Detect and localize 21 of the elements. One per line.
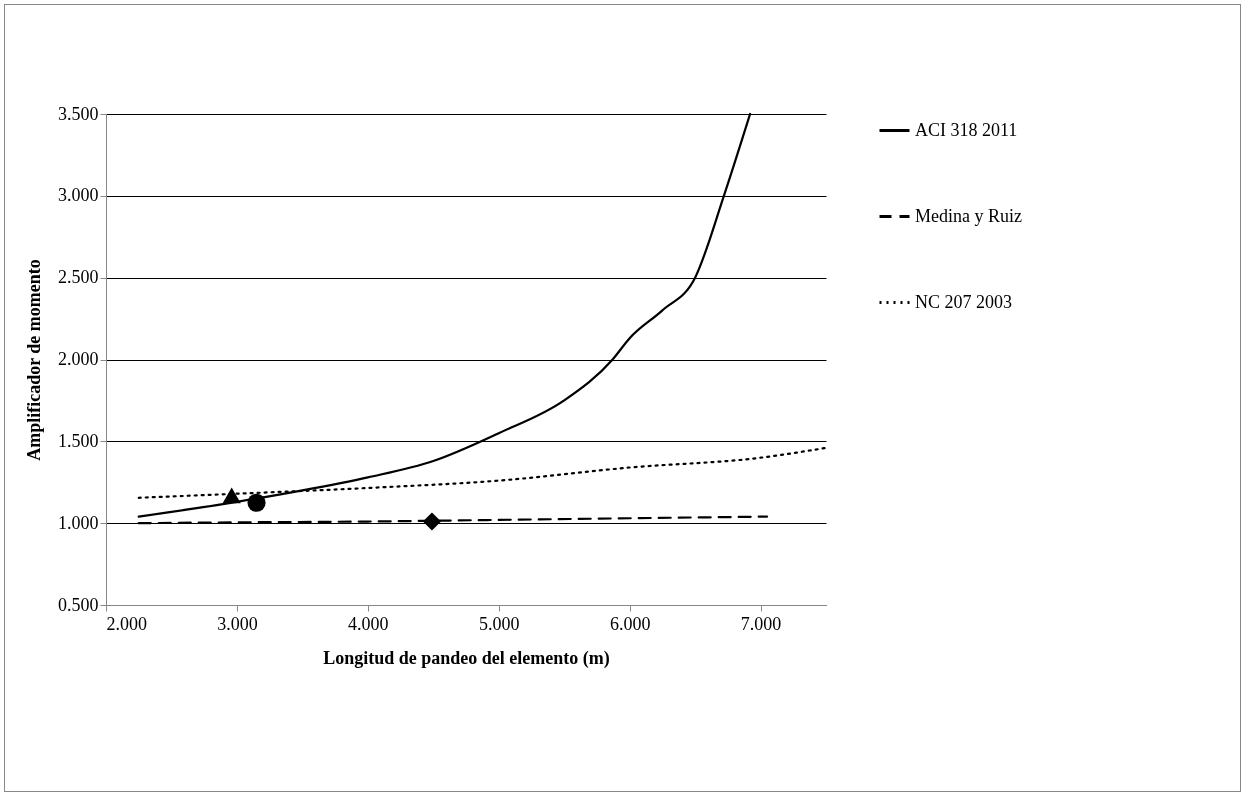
x-tick-label: 6.000	[609, 613, 651, 634]
legend-label: NC 207 2003	[915, 291, 1013, 312]
y-tick-label: 2.500	[58, 267, 99, 288]
y-tick-label: 1.000	[58, 512, 99, 533]
point	[422, 512, 442, 531]
x-tick-label: 7.000	[740, 613, 782, 634]
x-tick-label: 5.000	[478, 613, 520, 634]
legend-label: Medina y Ruiz	[915, 205, 1022, 226]
x-axis-title: Longitud de pandeo del elemento (m)	[323, 647, 610, 669]
x-tick-label: 3.000	[217, 613, 258, 634]
y-tick-label: 3.500	[58, 103, 99, 124]
y-tick-label: 0.500	[58, 594, 99, 615]
x-tick-label: 2.000	[106, 613, 147, 634]
point	[247, 493, 266, 512]
legend-label: ACI 318 2011	[915, 119, 1018, 140]
point	[222, 487, 241, 504]
y-tick-label: 3.000	[58, 185, 99, 206]
y-axis-title: Amplificador de momento	[24, 259, 44, 461]
y-tick-label: 1.500	[58, 430, 99, 451]
y-tick-label: 2.000	[58, 349, 99, 369]
x-tick-label: 4.000	[348, 613, 389, 634]
